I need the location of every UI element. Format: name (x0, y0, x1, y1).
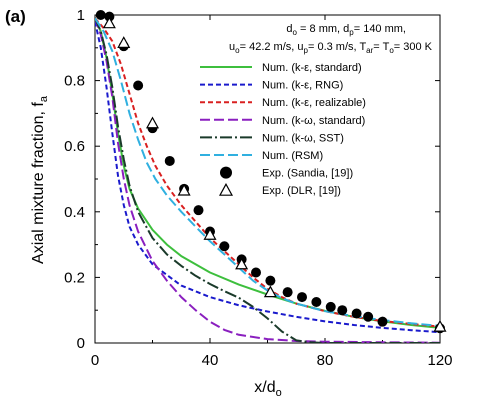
data-point-triangle (177, 183, 191, 196)
cond2-b-sub: p (304, 46, 309, 55)
data-point-triangle (102, 16, 116, 29)
data-point-circle (251, 267, 261, 278)
series-4 (95, 17, 440, 343)
conditions-line-2: uo= 42.2 m/s, up= 0.3 m/s, Tar= To= 300 … (229, 41, 433, 55)
legend-label: Exp. (Sandia, [19]) (262, 168, 353, 180)
data-point-circle (282, 287, 293, 298)
cond2-b-main: u (297, 41, 303, 53)
legend-label: Num. (k-ε, RNG) (262, 80, 343, 92)
x-tick-label: 40 (202, 352, 219, 369)
x-axis-title: x/do (254, 379, 281, 399)
cond2-b-val: = 0.3 m/s, (308, 41, 359, 53)
data-point-circle (377, 316, 388, 327)
x-axis-title-main: x/d (254, 379, 275, 396)
cond2-d-sub: o (389, 46, 394, 55)
data-point-circle (297, 292, 307, 303)
legend-item: Num. (k-ε, realizable) (200, 97, 366, 109)
series-line (95, 17, 440, 327)
data-point-triangle (433, 319, 447, 332)
legend-label: Exp. (DLR, [19]) (262, 185, 341, 197)
series-5 (95, 17, 440, 327)
legend-item: Exp. (Sandia, [19]) (220, 166, 353, 180)
cond2-a-main: u (229, 41, 235, 53)
data-point-circle (325, 301, 336, 312)
legend-item: Num. (k-ε, standard) (200, 62, 362, 74)
legend-item: Num. (k-ω, SST) (200, 132, 344, 144)
series-3 (95, 17, 440, 343)
data-point-triangle (145, 116, 160, 129)
data-point-circle (193, 205, 204, 216)
cond1-b-sub: p (349, 28, 354, 37)
y-axis-title-main: Axial mixture fraction, f (30, 102, 47, 264)
cond1-a-val: = 8 mm, (297, 23, 343, 35)
series-group (95, 10, 447, 343)
series-markers-7 (102, 16, 447, 332)
data-point-triangle (203, 228, 217, 240)
data-point-circle (219, 241, 230, 252)
data-point-circle (133, 80, 144, 91)
series-line (95, 17, 440, 343)
legend: Num. (k-ε, standard) Num. (k-ε, RNG) Num. … (200, 62, 366, 197)
cond2-d-main: T (383, 41, 390, 53)
cond2-d-val: = 300 K (394, 41, 433, 53)
cond2-a-val: = 42.2 m/s, (240, 41, 298, 53)
cond1-b-val: = 140 mm, (354, 23, 406, 35)
series-1 (95, 21, 440, 334)
data-point-circle (363, 311, 374, 322)
panel-label: (a) (5, 7, 26, 26)
y-axis-title: Axial mixture fraction, fa (30, 95, 50, 264)
cond2-a-sub: o (235, 46, 240, 55)
series-line (95, 21, 440, 334)
data-point-circle (337, 305, 348, 316)
cond2-c-val: = (373, 41, 382, 53)
cond1-a-main: d (286, 23, 292, 35)
x-axis-title-sub: o (276, 387, 282, 399)
legend-item: Num. (k-ε, RNG) (200, 80, 343, 92)
cond2-c-sub: ar (366, 46, 373, 55)
y-tick-label: 0 (77, 335, 85, 352)
legend-swatch (218, 182, 234, 196)
data-point-triangle (263, 285, 277, 298)
y-axis-title-sub: a (38, 95, 50, 102)
series-line (95, 17, 440, 343)
y-axis: 0 0.2 0.4 0.6 0.8 1 (64, 7, 440, 352)
cond1-a-sub: o (293, 28, 298, 37)
x-tick-label: 80 (317, 352, 334, 369)
y-tick-label: 0.8 (64, 73, 85, 90)
conditions-line-1: do = 8 mm, dp= 140 mm, (286, 23, 406, 37)
cond1-b-main: d (343, 23, 349, 35)
data-point-circle (351, 308, 362, 319)
data-point-circle (164, 155, 175, 166)
y-tick-label: 1 (77, 7, 85, 24)
data-point-triangle (235, 257, 249, 270)
x-tick-label: 0 (91, 352, 99, 369)
data-point-circle (311, 297, 322, 307)
x-tick-label: 120 (427, 352, 452, 369)
cond2-c-main: T (359, 41, 366, 53)
legend-item: Num. (k-ω, standard) (200, 115, 365, 127)
legend-swatch (220, 166, 232, 179)
data-point-circle (95, 10, 106, 20)
legend-label: Num. (k-ε, standard) (262, 62, 362, 74)
legend-label: Num. (RSM) (262, 150, 323, 162)
legend-label: Num. (k-ε, realizable) (262, 97, 366, 109)
data-point-circle (265, 275, 276, 286)
legend-label: Num. (k-ω, standard) (262, 115, 365, 127)
legend-label: Num. (k-ω, SST) (262, 132, 344, 144)
legend-item: Num. (RSM) (200, 150, 323, 162)
y-tick-label: 0.6 (64, 138, 85, 155)
legend-item: Exp. (DLR, [19]) (218, 182, 341, 197)
y-tick-label: 0.2 (64, 269, 85, 286)
y-tick-label: 0.4 (64, 204, 85, 221)
data-point-triangle (117, 36, 131, 48)
